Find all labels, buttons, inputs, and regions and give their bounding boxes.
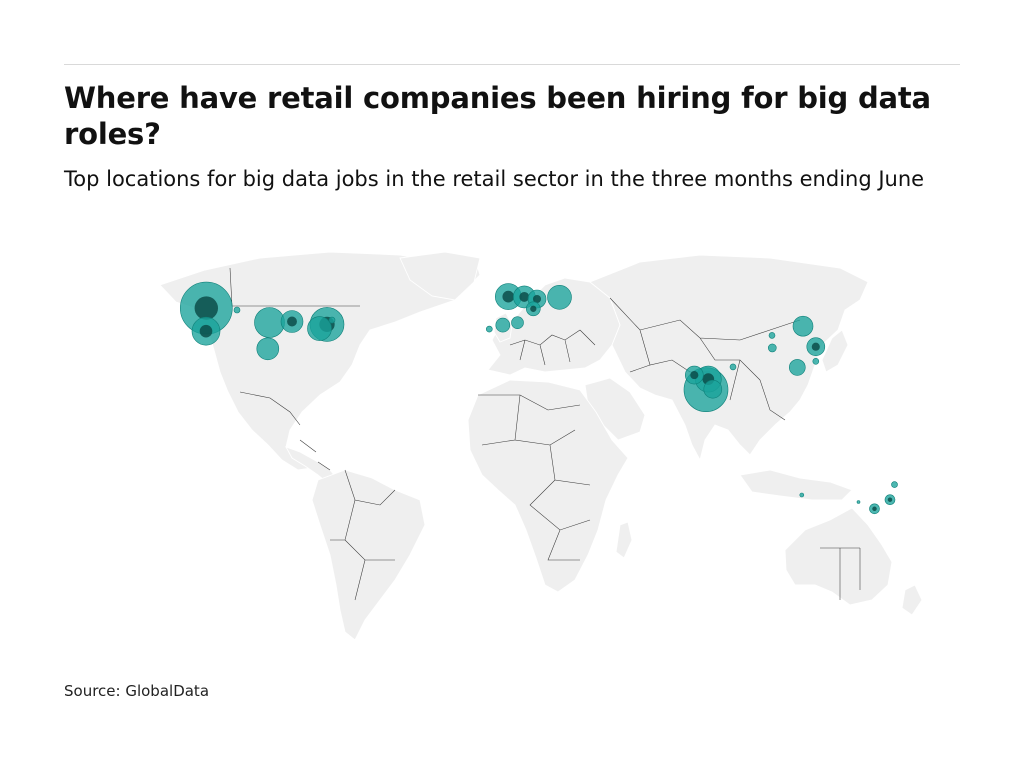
bubble-spain — [495, 317, 511, 333]
bubble-core-uk — [502, 290, 515, 303]
land-indonesia — [739, 469, 853, 501]
bubble-australia — [799, 492, 805, 498]
source-note: Source: GlobalData — [64, 682, 210, 700]
bubble-us-midwest — [233, 306, 241, 314]
border-africa — [478, 394, 591, 561]
bubble-china — [767, 343, 777, 353]
bubble-core-benelux — [519, 291, 530, 302]
border-europe — [509, 329, 596, 366]
bubble-core-us-midwest — [287, 316, 297, 327]
chart-subtitle: Top locations for big data jobs in the r… — [64, 167, 925, 191]
bubble-us-south — [256, 337, 280, 361]
chart-title: Where have retail companies been hiring … — [64, 81, 931, 151]
bubble-core-us-west — [199, 324, 213, 338]
bubble-core-us-west — [194, 296, 218, 320]
land-south-america — [311, 469, 426, 641]
land-new-zealand — [901, 584, 923, 616]
bubble-poland — [547, 284, 572, 310]
bubble-china — [768, 332, 776, 339]
bubble-core-china — [811, 342, 820, 351]
border-asia — [609, 297, 801, 421]
bubble-us-midwest — [254, 307, 285, 338]
bubble-core-australia — [887, 497, 893, 502]
land-japan — [821, 329, 849, 373]
bubble-australia — [891, 481, 898, 488]
border-central-america — [299, 439, 331, 471]
bubble-core-switzerland — [530, 305, 537, 312]
bubble-spain — [511, 316, 524, 330]
bubble-core-germany — [532, 294, 542, 304]
land-africa — [467, 379, 629, 593]
border-south-america — [330, 469, 396, 601]
bubble-china — [788, 359, 806, 376]
border-us-mexico — [239, 391, 301, 426]
bubble-us-northeast — [307, 316, 332, 341]
bubble-portugal — [485, 325, 493, 333]
country-borders — [229, 267, 861, 601]
bubble-india — [729, 363, 737, 371]
bubble-layer — [180, 281, 898, 515]
land-asia — [589, 254, 869, 462]
top-divider — [64, 64, 960, 65]
bubble-us-northeast — [328, 316, 336, 324]
land-greenland — [399, 251, 481, 301]
bubble-india — [703, 379, 723, 399]
border-australia — [820, 547, 861, 600]
bubble-china — [792, 315, 814, 337]
land-australia — [784, 507, 893, 606]
bubble-australia — [856, 500, 861, 504]
bubble-core-australia — [872, 506, 877, 512]
land-madagascar — [615, 521, 633, 559]
bubble-taiwan — [812, 357, 820, 365]
bubble-core-india — [690, 371, 699, 380]
land-layer — [159, 251, 923, 641]
